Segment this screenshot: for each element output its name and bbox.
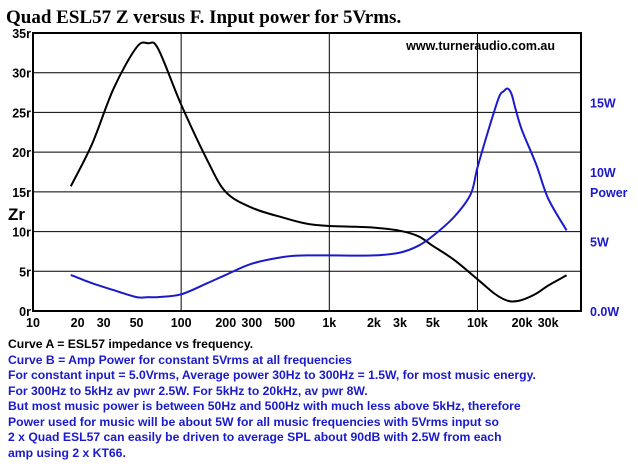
y-left-tick-label: 30r — [12, 67, 31, 81]
caption-line: amp using 2 x KT66. — [8, 445, 126, 460]
x-tick-label: 10k — [467, 316, 488, 330]
y-left-tick-label: 35r — [12, 27, 31, 41]
power-curve-b — [70, 87, 568, 299]
x-tick-label: 300 — [241, 316, 262, 330]
grid-lines — [33, 33, 581, 311]
caption-line: 2 x Quad ESL57 can easily be driven to a… — [8, 430, 502, 444]
x-tick-label: 30 — [97, 316, 111, 330]
y-right-tick-label: 10W — [590, 166, 616, 180]
x-tick-label: 100 — [171, 316, 192, 330]
y-left-tick-label: 10r — [12, 226, 31, 240]
x-tick-label: 20 — [71, 316, 85, 330]
x-tick-label: 20k — [512, 316, 533, 330]
y-left-tick-label: 15r — [12, 186, 31, 200]
plot-frame — [32, 32, 582, 312]
axis-ticks: 10 20 30 50 100 200 300 500 1k 2k 3k 5k 10k 20k 30k 0r 5… — [12, 27, 619, 330]
x-tick-label: 5k — [426, 316, 440, 330]
x-tick-label: 1k — [322, 316, 336, 330]
y-right-tick-label: 5W — [590, 236, 609, 250]
y-left-tick-label: 0r — [19, 305, 31, 319]
y-left-tick-label: 20r — [12, 146, 31, 160]
caption-line: For 300Hz to 5kHz av pwr 2.5W. For 5kHz … — [8, 383, 368, 398]
x-tick-label: 3k — [393, 316, 407, 330]
series-group — [69, 41, 568, 303]
caption-line: Curve B = Amp Power for constant 5Vrms a… — [8, 352, 352, 367]
caption-line: Curve A = ESL57 impedance vs frequency. — [8, 337, 254, 351]
y-axis-right-label: Power — [590, 186, 628, 200]
y-right-tick-label: 0.0W — [590, 305, 619, 319]
y-right-tick-label: 15W — [590, 97, 616, 111]
y-left-tick-label: 5r — [19, 265, 31, 279]
website-watermark: www.turneraudio.com.au — [405, 39, 555, 53]
caption-line: For constant input = 5.0Vrms, Average po… — [8, 368, 536, 382]
y-axis-left-label: Zr — [8, 205, 25, 224]
x-tick-label: 2k — [367, 316, 381, 330]
x-tick-label: 500 — [274, 316, 295, 330]
x-tick-label: 30k — [538, 316, 559, 330]
y-left-tick-label: 25r — [12, 106, 31, 120]
caption-line: But most music power is between 50Hz and… — [8, 399, 521, 413]
caption-line: Power used for music will be about 5W fo… — [8, 414, 499, 429]
impedance-curve-a — [69, 41, 568, 303]
x-tick-label: 10 — [26, 316, 40, 330]
x-tick-label: 200 — [215, 316, 236, 330]
x-tick-label: 50 — [130, 316, 144, 330]
chart-title: Quad ESL57 Z versus F. Input power for 5… — [6, 7, 401, 28]
